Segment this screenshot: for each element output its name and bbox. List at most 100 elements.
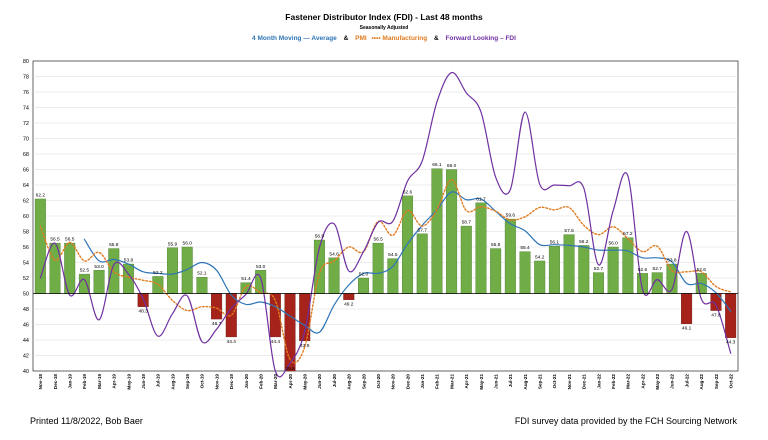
fdi-bar bbox=[460, 225, 472, 294]
x-tick-label: Nov-20 bbox=[391, 374, 396, 390]
fdi-bar bbox=[592, 272, 604, 294]
x-tick-label: Feb-19 bbox=[82, 374, 87, 389]
chart-legend: 4 Month Moving — Average & PMI •••• Manu… bbox=[252, 35, 516, 42]
bar-value-label: 44.3 bbox=[726, 340, 736, 346]
fdi-bar bbox=[578, 245, 590, 294]
fdi-bar bbox=[211, 293, 223, 320]
legend-moving-average: 4 Month Moving — Average bbox=[252, 35, 337, 42]
footer-source: FDI survey data provided by the FCH Sour… bbox=[514, 416, 737, 426]
x-tick-label: May-20 bbox=[303, 374, 308, 390]
x-axis: Nov-18 Dec-18 Jan-19 Feb-19 Mar-19 Apr-19 May-… bbox=[38, 374, 733, 390]
x-tick-label: Jan-19 bbox=[68, 374, 73, 389]
fdi-bar bbox=[519, 251, 531, 294]
x-tick-label: Dec-21 bbox=[582, 374, 587, 390]
bar-value-label: 52.1 bbox=[197, 271, 207, 277]
x-tick-label: Aug-22 bbox=[699, 374, 704, 390]
x-tick-label: Apr-20 bbox=[288, 374, 293, 389]
x-tick-label: Jul-22 bbox=[684, 374, 689, 388]
y-axis: 40 42 44 46 48 50 52 54 56 58 60 62 64 66 68 70 72 74 76 78… bbox=[23, 59, 29, 375]
fdi-bar bbox=[357, 277, 369, 294]
fdi-bar bbox=[534, 260, 546, 294]
bar-value-label: 61.7 bbox=[476, 196, 486, 202]
bar-value-label: 54.5 bbox=[388, 252, 398, 258]
fdi-bar bbox=[343, 293, 355, 300]
bar-value-label: 56.1 bbox=[550, 240, 560, 246]
x-tick-label: Jul-20 bbox=[332, 374, 337, 388]
bar-value-label: 44.4 bbox=[227, 339, 237, 345]
x-tick-label: Jun-20 bbox=[317, 374, 322, 389]
fdi-bar bbox=[416, 233, 428, 294]
x-tick-label: Jan-20 bbox=[244, 374, 249, 389]
x-tick-label: Sep-21 bbox=[538, 374, 543, 390]
bar-value-label: 53.8 bbox=[667, 258, 677, 264]
forward-looking-fdi-line bbox=[39, 71, 732, 378]
x-tick-label: Sep-20 bbox=[361, 374, 366, 390]
legend-manufacturing: •••• Manufacturing bbox=[372, 35, 428, 42]
y-tick-label: 70 bbox=[23, 137, 29, 143]
chart-title: Fastener Distributor Index (FDI) - Last … bbox=[285, 12, 483, 22]
fdi-bar bbox=[34, 198, 46, 294]
legend-pmi: PMI bbox=[355, 35, 367, 42]
bar-value-label: 52.7 bbox=[594, 266, 604, 272]
bar-value-label: 62.2 bbox=[36, 192, 46, 198]
bar-value-label: 56.5 bbox=[50, 237, 60, 243]
fdi-bar bbox=[725, 293, 737, 338]
x-tick-label: Apr-19 bbox=[112, 374, 117, 389]
legend-amp-1: & bbox=[344, 35, 349, 42]
x-tick-label: Feb-20 bbox=[258, 374, 263, 389]
fdi-bar bbox=[181, 246, 193, 294]
y-tick-label: 52 bbox=[23, 276, 29, 282]
bar-value-label: 56.0 bbox=[183, 241, 193, 247]
x-tick-label: Apr-21 bbox=[464, 374, 469, 389]
x-tick-label: Oct-22 bbox=[728, 374, 733, 389]
bar-value-label: 56.0 bbox=[608, 241, 618, 247]
bar-value-labels: 62.2 56.5 56.5 52.5 53.0 55.8 53.8 48.3 52.2 55.9… bbox=[36, 162, 736, 372]
x-tick-label: Aug-19 bbox=[170, 374, 175, 390]
y-tick-label: 68 bbox=[23, 152, 29, 158]
bar-value-label: 54.6 bbox=[329, 251, 339, 257]
x-tick-label: Oct-21 bbox=[552, 374, 557, 389]
bar-value-label: 57.7 bbox=[418, 227, 428, 233]
bar-value-label: 52.5 bbox=[80, 268, 90, 274]
x-tick-label: Oct-19 bbox=[200, 374, 205, 389]
x-tick-label: Mar-21 bbox=[449, 374, 454, 389]
bar-value-label: 51.4 bbox=[241, 276, 251, 282]
x-tick-label: Mar-20 bbox=[273, 374, 278, 389]
fdi-bar bbox=[622, 237, 634, 294]
fdi-bar bbox=[372, 242, 384, 294]
y-tick-label: 50 bbox=[23, 292, 29, 298]
fdi-bar bbox=[196, 277, 208, 294]
x-tick-label: Jan-21 bbox=[420, 374, 425, 389]
fdi-bar bbox=[490, 248, 502, 294]
x-tick-label: Jun-22 bbox=[670, 374, 675, 389]
trend-lines bbox=[39, 71, 732, 378]
y-tick-label: 58 bbox=[23, 230, 29, 236]
x-tick-label: Jul-19 bbox=[156, 374, 161, 388]
y-tick-label: 46 bbox=[23, 323, 29, 329]
bar-value-label: 52.7 bbox=[653, 266, 663, 272]
fdi-bar bbox=[387, 258, 399, 294]
fdi-bar bbox=[167, 247, 179, 294]
bar-value-label: 56.5 bbox=[65, 237, 75, 243]
bar-value-label: 56.2 bbox=[579, 239, 589, 245]
x-tick-label: Feb-22 bbox=[611, 374, 616, 389]
x-tick-label: May-19 bbox=[126, 374, 131, 390]
y-tick-label: 80 bbox=[23, 59, 29, 65]
gridlines bbox=[33, 76, 738, 356]
x-tick-label: Aug-21 bbox=[523, 374, 528, 390]
bar-value-label: 59.6 bbox=[506, 213, 516, 219]
y-tick-label: 64 bbox=[23, 183, 29, 189]
x-tick-label: May-22 bbox=[655, 374, 660, 390]
bar-value-label: 55.4 bbox=[520, 245, 530, 251]
bar-value-label: 52.6 bbox=[638, 267, 648, 273]
fdi-bar bbox=[607, 246, 619, 294]
bar-value-label: 52.2 bbox=[153, 270, 163, 276]
footer-printed: Printed 11/8/2022, Bob Baer bbox=[30, 416, 143, 426]
bar-value-label: 46.7 bbox=[212, 321, 222, 327]
fdi-bar bbox=[446, 169, 458, 294]
y-tick-label: 76 bbox=[23, 90, 29, 96]
y-tick-label: 54 bbox=[23, 261, 29, 267]
x-tick-label: Aug-20 bbox=[347, 374, 352, 390]
x-tick-label: Apr-22 bbox=[640, 374, 645, 389]
